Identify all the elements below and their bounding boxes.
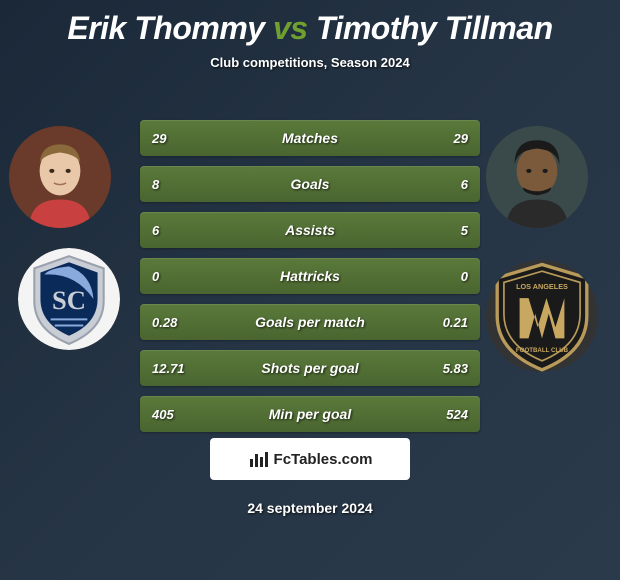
stat-left-value: 0: [152, 269, 212, 284]
svg-text:FOOTBALL CLUB: FOOTBALL CLUB: [516, 347, 569, 354]
footer-date: 24 september 2024: [0, 500, 620, 516]
stats-table: 29 Matches 29 8 Goals 6 6 Assists 5 0 Ha…: [140, 120, 480, 442]
stat-label: Goals per match: [212, 314, 408, 330]
chart-icon: [248, 449, 268, 469]
stat-row-goals-per-match: 0.28 Goals per match 0.21: [140, 304, 480, 340]
club1-crest: SC: [18, 248, 120, 350]
stat-row-hattricks: 0 Hattricks 0: [140, 258, 480, 294]
stat-label: Min per goal: [212, 406, 408, 422]
stat-left-value: 0.28: [152, 315, 212, 330]
stat-label: Shots per goal: [212, 360, 408, 376]
stat-label: Matches: [212, 130, 408, 146]
subtitle: Club competitions, Season 2024: [0, 55, 620, 70]
stat-row-min-per-goal: 405 Min per goal 524: [140, 396, 480, 432]
svg-text:SC: SC: [52, 285, 86, 315]
stat-right-value: 0: [408, 269, 468, 284]
stat-right-value: 524: [408, 407, 468, 422]
club2-crest: LOS ANGELES FOOTBALL CLUB: [486, 260, 598, 372]
stat-left-value: 12.71: [152, 361, 212, 376]
player1-avatar: [9, 126, 111, 228]
stat-left-value: 29: [152, 131, 212, 146]
vs-text: vs: [273, 10, 308, 46]
stat-left-value: 6: [152, 223, 212, 238]
stat-right-value: 29: [408, 131, 468, 146]
site-name: FcTables.com: [274, 451, 373, 468]
player2-name: Timothy Tillman: [316, 10, 553, 46]
stat-left-value: 405: [152, 407, 212, 422]
stat-label: Goals: [212, 176, 408, 192]
stat-row-assists: 6 Assists 5: [140, 212, 480, 248]
svg-text:LOS ANGELES: LOS ANGELES: [516, 282, 568, 291]
stat-label: Assists: [212, 222, 408, 238]
comparison-title: Erik Thommy vs Timothy Tillman: [0, 0, 620, 47]
stat-right-value: 5.83: [408, 361, 468, 376]
stat-row-shots-per-goal: 12.71 Shots per goal 5.83: [140, 350, 480, 386]
site-badge[interactable]: FcTables.com: [210, 438, 410, 480]
stat-left-value: 8: [152, 177, 212, 192]
stat-right-value: 0.21: [408, 315, 468, 330]
stat-right-value: 5: [408, 223, 468, 238]
stat-row-matches: 29 Matches 29: [140, 120, 480, 156]
stat-row-goals: 8 Goals 6: [140, 166, 480, 202]
player1-name: Erik Thommy: [67, 10, 264, 46]
player2-avatar: [486, 126, 588, 228]
stat-right-value: 6: [408, 177, 468, 192]
stat-label: Hattricks: [212, 268, 408, 284]
